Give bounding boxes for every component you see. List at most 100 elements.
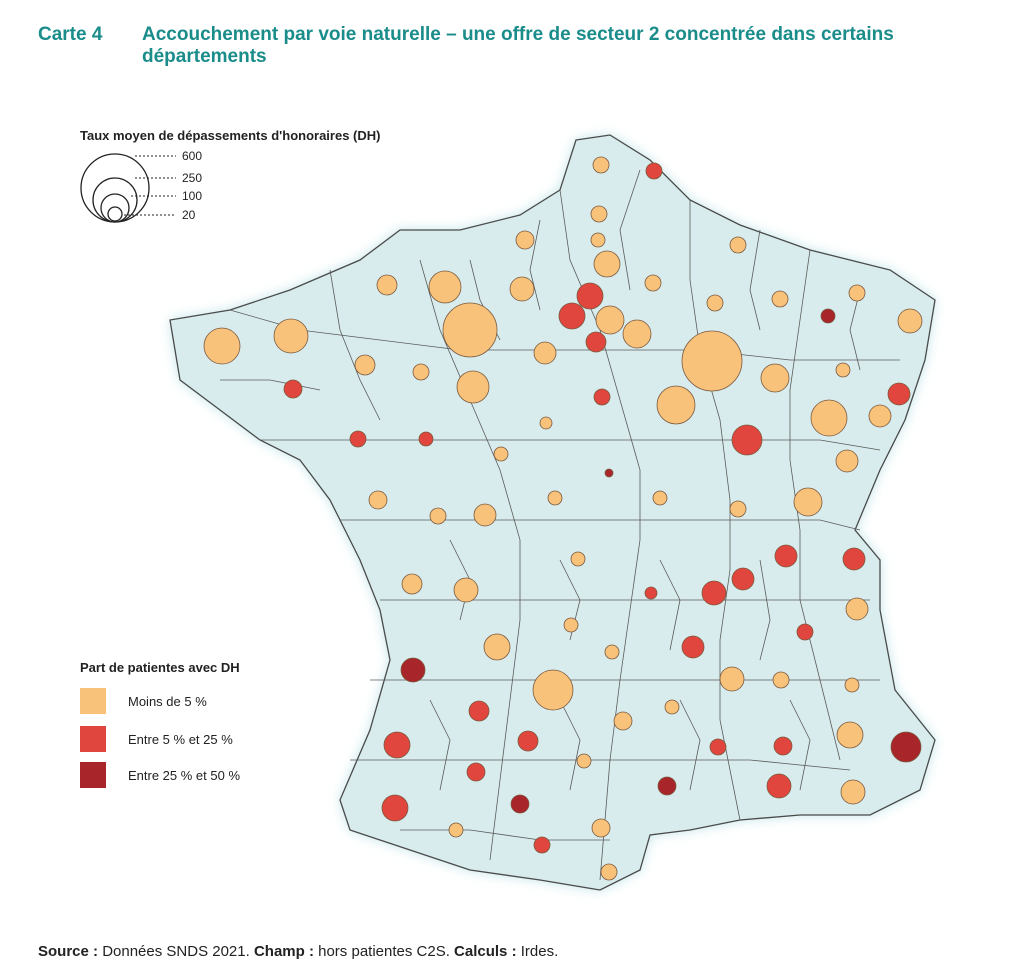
circle-vosges (835, 362, 851, 378)
circle-orne (442, 302, 498, 358)
france-land (169, 134, 936, 891)
circle-somme (590, 232, 606, 248)
circle-haute-loire (681, 635, 705, 659)
circle-morbihan (283, 379, 303, 399)
circle-sarthe (412, 363, 430, 381)
circle-savoie (845, 597, 869, 621)
circle-allier (652, 490, 668, 506)
circle-indre-loire (539, 416, 553, 430)
size-tick-20: 20 (182, 208, 196, 222)
circle-gironde-n (400, 657, 426, 683)
circle-haute-vienne (563, 617, 579, 633)
legend-item-high: Entre 25 % et 50 % (80, 762, 240, 788)
circle-aube (681, 330, 743, 392)
circle-essonne (585, 331, 607, 353)
legend-swatch-high (80, 762, 106, 788)
circle-landes (383, 731, 411, 759)
calculs-label: Calculs : (454, 943, 517, 960)
circle-var-s (840, 779, 866, 805)
circle-lot-garonne (468, 700, 490, 722)
circle-vienne (473, 503, 497, 527)
circle-ardeche (719, 666, 745, 692)
circle-yvelines (558, 302, 586, 330)
size-legend-circles (80, 153, 150, 223)
circle-pyr-atl (381, 794, 409, 822)
circle-tarn-garonne (517, 730, 539, 752)
circle-puy-dome (644, 586, 658, 600)
circle-rhone (731, 567, 755, 591)
circle-eure-loir (533, 341, 557, 365)
circle-bouches-rhone (766, 773, 792, 799)
circle-saone-loire (729, 500, 747, 518)
circle-ariege (533, 836, 551, 854)
circle-aveyron (613, 711, 633, 731)
circle-loir-cher (456, 370, 490, 404)
circle-jura (793, 487, 823, 517)
circle-nord-e (645, 162, 663, 180)
circle-drome (772, 671, 790, 689)
circle-marne-n (644, 274, 662, 292)
circle-somme-w (515, 230, 535, 250)
circle-cote-or (731, 424, 763, 456)
circle-hautes-alpes (844, 677, 860, 693)
source-label: Source : (38, 943, 99, 960)
circle-haute-marne (760, 363, 790, 393)
source-footer: Source : Données SNDS 2021. Champ : hors… (38, 943, 558, 960)
size-tick-250: 250 (182, 171, 203, 185)
circle-mayenne (354, 354, 376, 376)
circle-seine-marne (622, 319, 652, 349)
circle-haut-rhin (887, 382, 911, 406)
legend-label-mid: Entre 5 % et 25 % (128, 731, 233, 747)
circle-tarn (576, 753, 592, 769)
map-number: Carte 4 (38, 24, 103, 45)
circle-lot (532, 669, 574, 711)
circle-haut-rhin-n (868, 404, 892, 428)
circle-indre (547, 490, 563, 506)
source-text: Données SNDS 2021. (102, 943, 250, 960)
size-tick-100: 100 (182, 189, 203, 203)
circle-isere (796, 623, 814, 641)
map-title-text: Accouchement par voie naturelle – une of… (142, 24, 894, 67)
color-legend-title: Part de patientes avec DH (80, 660, 240, 675)
legend-label-low: Moins de 5 % (128, 693, 207, 709)
circle-var (836, 721, 864, 749)
legend-label-high: Entre 25 % et 50 % (128, 767, 241, 783)
circle-marne (706, 294, 724, 312)
circle-vaucluse (773, 736, 793, 756)
legend-swatch-low (80, 688, 106, 714)
circle-vendee (368, 490, 388, 510)
size-legend-title: Taux moyen de dépassements d'honoraires … (80, 128, 381, 143)
circle-val-oise (595, 305, 625, 335)
circle-yonne (656, 385, 696, 425)
circle-charente (453, 577, 479, 603)
circle-loiret (593, 388, 611, 406)
legend-item-low: Moins de 5 % (80, 688, 207, 714)
circle-hautes-pyr (448, 822, 464, 838)
champ-text: hors patientes C2S. (318, 943, 450, 960)
circle-aude (591, 818, 611, 838)
circle-nievre (604, 468, 614, 478)
circle-doubs (835, 449, 859, 473)
circle-finistere (203, 327, 241, 365)
circle-haute-saone (810, 399, 848, 437)
circle-calvados (428, 270, 462, 304)
circle-moselle-e (820, 308, 836, 324)
map-title: Carte 4 Accouchement par voie naturelle … (38, 24, 1008, 68)
circle-manche (376, 274, 398, 296)
circle-aisne (593, 250, 621, 278)
legend-item-mid: Entre 5 % et 25 % (80, 726, 233, 752)
circle-cher (493, 446, 509, 462)
circle-oise (576, 282, 604, 310)
circle-ardennes (729, 236, 747, 254)
circle-haute-garonne (510, 794, 530, 814)
size-legend-leaders (124, 155, 176, 216)
circle-pyr-or (600, 863, 618, 881)
circle-cotes-armor (273, 318, 309, 354)
circle-charente-mar (401, 573, 423, 595)
circle-ain (774, 544, 798, 568)
circle-eure (509, 276, 535, 302)
circle-herault (657, 776, 677, 796)
circle-dordogne (483, 633, 511, 661)
circle-deux-sevres (429, 507, 447, 525)
